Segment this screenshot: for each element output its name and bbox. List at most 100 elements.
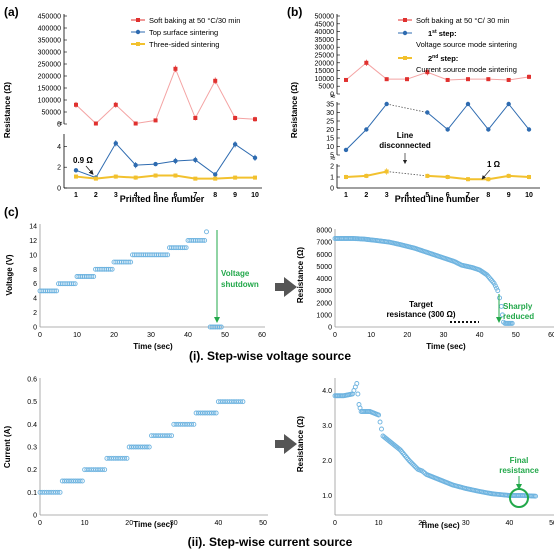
- cii-left-point: [191, 421, 197, 427]
- b-legend-blue-num: 1: [428, 29, 432, 38]
- cii-right-point: [396, 446, 402, 452]
- cii-left-point: [166, 433, 172, 439]
- ylabel-a: Resistance (Ω): [3, 82, 12, 139]
- cii-left-point: [169, 433, 175, 439]
- b-point-blue: [384, 101, 389, 107]
- cii-right-ticks: 0 10 20 30 40 50 1.0 2.0 3.0 4.0: [322, 388, 554, 527]
- cii-left-chart: Current (A) Time (sec) 0 10 20 30 40 50 0 0.1 0.…: [3, 377, 268, 529]
- cii-left-point: [44, 489, 50, 495]
- cii-left-point: [133, 444, 139, 450]
- a-series: [73, 65, 258, 181]
- b-x-ticks: 1 2 3 4 5 6 7 8 9 10: [344, 192, 533, 199]
- b-xtick-label: 10: [525, 192, 533, 199]
- cii-left-point: [113, 455, 119, 461]
- cii-left-point: [53, 489, 59, 495]
- cii-left-ticks: 0 10 20 30 40 50 0 0.1 0.2 0.3 0.4 0.5 0.6: [27, 377, 267, 528]
- cii-left-point: [218, 399, 224, 405]
- b-axis-break-2: ≈: [331, 153, 336, 163]
- ci-right-annotation-reduced: reduced: [503, 312, 534, 321]
- cii-left-point: [204, 410, 210, 416]
- cii-right-xtick-label: 10: [375, 520, 383, 527]
- cii-left-point: [64, 478, 70, 484]
- ci-right-xtick-label: 20: [403, 332, 411, 339]
- cii-left-point: [160, 433, 166, 439]
- cii-left-point: [128, 444, 134, 450]
- cii-left-point: [79, 478, 85, 484]
- ci-left-ytick-label: 0: [33, 325, 37, 332]
- cii-left-point: [224, 399, 230, 405]
- cii-left-point: [238, 399, 244, 405]
- cii-left-xtick-label: 30: [170, 520, 178, 527]
- a-xtick-label: 3: [114, 192, 118, 199]
- cii-left-point: [50, 489, 56, 495]
- cii-left-point: [95, 467, 101, 473]
- b-ytick-label: 5: [330, 153, 334, 160]
- ci-left-xtick-label: 40: [184, 332, 192, 339]
- xlabel-ci-right: Time (sec): [426, 342, 466, 351]
- a-ytick-label: 0: [57, 186, 61, 193]
- ci-left-xtick-label: 60: [258, 332, 266, 339]
- b-point-blue: [364, 127, 369, 132]
- cii-left-point: [189, 421, 195, 427]
- a-point-yellow: [193, 176, 198, 181]
- a-point-yellow: [253, 175, 257, 180]
- cii-left-ytick-label: 0.6: [27, 377, 37, 384]
- cii-right-point: [533, 493, 539, 499]
- ci-left-xtick-label: 0: [38, 332, 42, 339]
- cii-left-point: [171, 421, 177, 427]
- cii-right-xtick-label: 40: [506, 520, 514, 527]
- b-xtick-label: 1: [344, 192, 348, 199]
- b-ytick-label: 50000: [315, 14, 335, 21]
- cii-left-point: [117, 455, 123, 461]
- b-ytick-label: 35000: [315, 37, 335, 44]
- b-point-red: [384, 77, 389, 82]
- ci-left-ytick-label: 12: [29, 238, 37, 245]
- cii-right-point: [379, 426, 384, 432]
- b-ytick-label: 30000: [315, 45, 335, 52]
- ci-left-points: [37, 229, 224, 330]
- cii-right-point: [376, 412, 382, 418]
- ci-left-point: [126, 259, 132, 265]
- ci-left-point: [181, 245, 187, 251]
- a-legend-yellow: Three-sided sintering: [149, 40, 219, 49]
- cii-left-points: [37, 399, 246, 495]
- a-point-blue: [73, 168, 79, 173]
- b-point-blue: [506, 101, 511, 107]
- b-point-yellow: [466, 177, 470, 182]
- cii-left-point: [39, 489, 45, 495]
- cii-left-point: [37, 489, 43, 495]
- a-xtick-label: 7: [193, 192, 197, 199]
- b-ytick-label: 10: [326, 144, 334, 151]
- cii-right-annotation-resistance: resistance: [499, 466, 539, 475]
- b-disconnect-dotted-yellow: [386, 171, 428, 177]
- a-point-blue: [213, 172, 218, 177]
- arrow-icon-cii: [275, 434, 297, 454]
- ci-right-ytick-label: 4000: [316, 276, 332, 283]
- a-point-yellow: [133, 175, 138, 180]
- b-point-red: [425, 70, 430, 75]
- b-point-red: [486, 77, 491, 82]
- b-annotation-disconnected: disconnected: [379, 141, 431, 150]
- cii-left-point: [227, 399, 233, 405]
- ci-right-point: [491, 280, 497, 286]
- a-ytick-label: 100000: [38, 98, 61, 105]
- ci-left-chart: Voltage (V) Time (sec) 0 10 20 30 40 50 60 0 2 4 6…: [5, 224, 266, 352]
- cii-left-point: [202, 410, 208, 416]
- b-ytick-label: 5000: [318, 84, 334, 91]
- cii-left-point: [233, 399, 239, 405]
- b-ytick-label: 35: [326, 102, 334, 109]
- ci-left-point: [91, 274, 97, 279]
- a-x-ticks: 1 2 3 4 5 6 7 8 9 10: [74, 192, 259, 199]
- a-xtick-label: 9: [233, 192, 237, 199]
- ci-right-xtick-label: 0: [333, 332, 337, 339]
- cii-left-point: [68, 478, 74, 484]
- a-xtick-label: 1: [74, 192, 78, 199]
- ci-right-annotation-target: Target: [409, 300, 433, 309]
- a-ytick-label: 200000: [38, 74, 61, 81]
- ci-left-point: [70, 281, 76, 287]
- cii-left-point: [140, 444, 146, 450]
- cii-left-point: [142, 444, 148, 450]
- a-point-yellow: [153, 173, 158, 178]
- a-ytick-label: 0: [57, 122, 61, 129]
